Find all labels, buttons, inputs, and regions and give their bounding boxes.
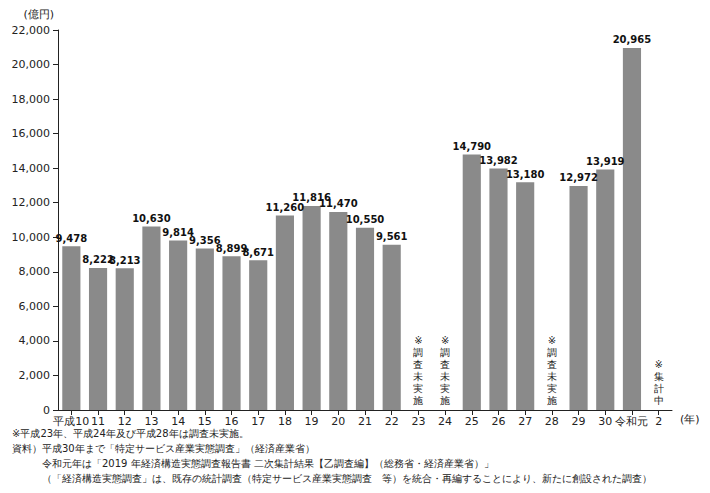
svg-text:10,550: 10,550: [346, 214, 385, 225]
svg-text:2: 2: [655, 415, 662, 428]
svg-text:9,478: 9,478: [56, 233, 88, 244]
svg-text:査: 査: [413, 359, 423, 370]
svg-text:24: 24: [438, 415, 452, 428]
svg-text:14,790: 14,790: [452, 141, 491, 152]
svg-text:資料）平成30年まで「特定サービス産業実態調査」（経済産業省: 資料）平成30年まで「特定サービス産業実態調査」（経済産業省）: [12, 443, 315, 454]
svg-text:8,671: 8,671: [242, 247, 274, 258]
svg-text:4,000: 4,000: [19, 334, 51, 347]
svg-text:令和元: 令和元: [615, 415, 648, 428]
svg-text:13,180: 13,180: [506, 169, 545, 180]
svg-text:施: 施: [440, 395, 450, 406]
svg-text:査: 査: [440, 359, 450, 370]
svg-text:14: 14: [171, 415, 185, 428]
svg-text:査: 査: [547, 359, 557, 370]
svg-text:28: 28: [545, 415, 559, 428]
svg-text:未: 未: [547, 371, 557, 382]
svg-text:20,000: 20,000: [12, 58, 51, 71]
svg-text:8,213: 8,213: [109, 255, 141, 266]
svg-text:20,965: 20,965: [613, 34, 652, 45]
svg-text:集: 集: [654, 371, 664, 382]
svg-text:8,000: 8,000: [19, 265, 51, 278]
svg-text:計: 計: [654, 383, 664, 394]
svg-text:11: 11: [91, 415, 105, 428]
svg-text:施: 施: [413, 395, 423, 406]
svg-text:21: 21: [358, 415, 372, 428]
svg-text:0: 0: [43, 404, 50, 417]
svg-text:11,470: 11,470: [319, 198, 358, 209]
svg-text:実: 実: [413, 383, 423, 394]
svg-text:16,000: 16,000: [12, 127, 51, 140]
svg-text:9,356: 9,356: [189, 234, 221, 246]
svg-text:未: 未: [440, 371, 450, 382]
svg-text:実: 実: [547, 383, 557, 394]
svg-text:施: 施: [547, 395, 557, 406]
svg-text:14,000: 14,000: [12, 162, 51, 175]
svg-text:調: 調: [440, 347, 450, 358]
svg-text:平成10: 平成10: [53, 415, 89, 428]
svg-text:15: 15: [198, 415, 212, 428]
svg-text:11,260: 11,260: [266, 202, 305, 213]
svg-text:30: 30: [598, 415, 612, 428]
svg-text:12,972: 12,972: [559, 172, 598, 183]
svg-text:27: 27: [518, 415, 532, 428]
svg-text:（「経済構造実態調査」は、既存の統計調査（特定サービス産業実: （「経済構造実態調査」は、既存の統計調査（特定サービス産業実態調査 等）を統合・…: [42, 473, 652, 484]
svg-text:10,630: 10,630: [132, 213, 171, 224]
svg-text:調: 調: [413, 347, 423, 358]
svg-text:23: 23: [411, 415, 425, 428]
svg-text:(年): (年): [680, 413, 700, 426]
svg-text:12: 12: [118, 415, 132, 428]
svg-text:実: 実: [440, 383, 450, 394]
svg-text:17: 17: [251, 415, 265, 428]
svg-text:6,000: 6,000: [19, 300, 51, 313]
svg-text:10,000: 10,000: [12, 231, 51, 244]
svg-text:18: 18: [278, 415, 292, 428]
svg-text:※: ※: [548, 335, 556, 346]
svg-text:※: ※: [441, 335, 449, 346]
svg-text:26: 26: [491, 415, 505, 428]
svg-text:25: 25: [465, 415, 479, 428]
svg-text:8,899: 8,899: [215, 242, 248, 254]
svg-text:18,000: 18,000: [12, 93, 51, 106]
svg-text:(億円): (億円): [23, 8, 54, 21]
svg-text:29: 29: [572, 415, 586, 428]
svg-text:中: 中: [654, 395, 664, 406]
svg-text:16: 16: [225, 415, 239, 428]
svg-text:12,000: 12,000: [12, 196, 51, 209]
svg-text:※: ※: [414, 335, 422, 346]
svg-text:※平成23年、平成24年及び平成28年は調査未実施。: ※平成23年、平成24年及び平成28年は調査未実施。: [12, 428, 249, 439]
svg-text:2,000: 2,000: [19, 369, 51, 382]
svg-text:13,982: 13,982: [479, 155, 518, 166]
svg-text:22,000: 22,000: [12, 24, 51, 37]
svg-text:13: 13: [144, 415, 158, 428]
svg-text:19: 19: [305, 415, 319, 428]
svg-text:※: ※: [654, 359, 662, 370]
svg-text:9,814: 9,814: [162, 227, 194, 238]
svg-text:調: 調: [547, 347, 557, 358]
svg-text:22: 22: [385, 415, 399, 428]
svg-text:20: 20: [331, 415, 345, 428]
svg-text:未: 未: [413, 371, 423, 382]
svg-text:令和元年は「2019 年経済構造実態調査報告書 二次集計結果: 令和元年は「2019 年経済構造実態調査報告書 二次集計結果【乙調査編】（総務省…: [42, 458, 494, 469]
svg-text:11,816: 11,816: [292, 192, 331, 204]
svg-text:13,919: 13,919: [586, 156, 625, 167]
svg-text:8,222: 8,222: [82, 254, 114, 266]
svg-text:9,561: 9,561: [376, 231, 408, 242]
